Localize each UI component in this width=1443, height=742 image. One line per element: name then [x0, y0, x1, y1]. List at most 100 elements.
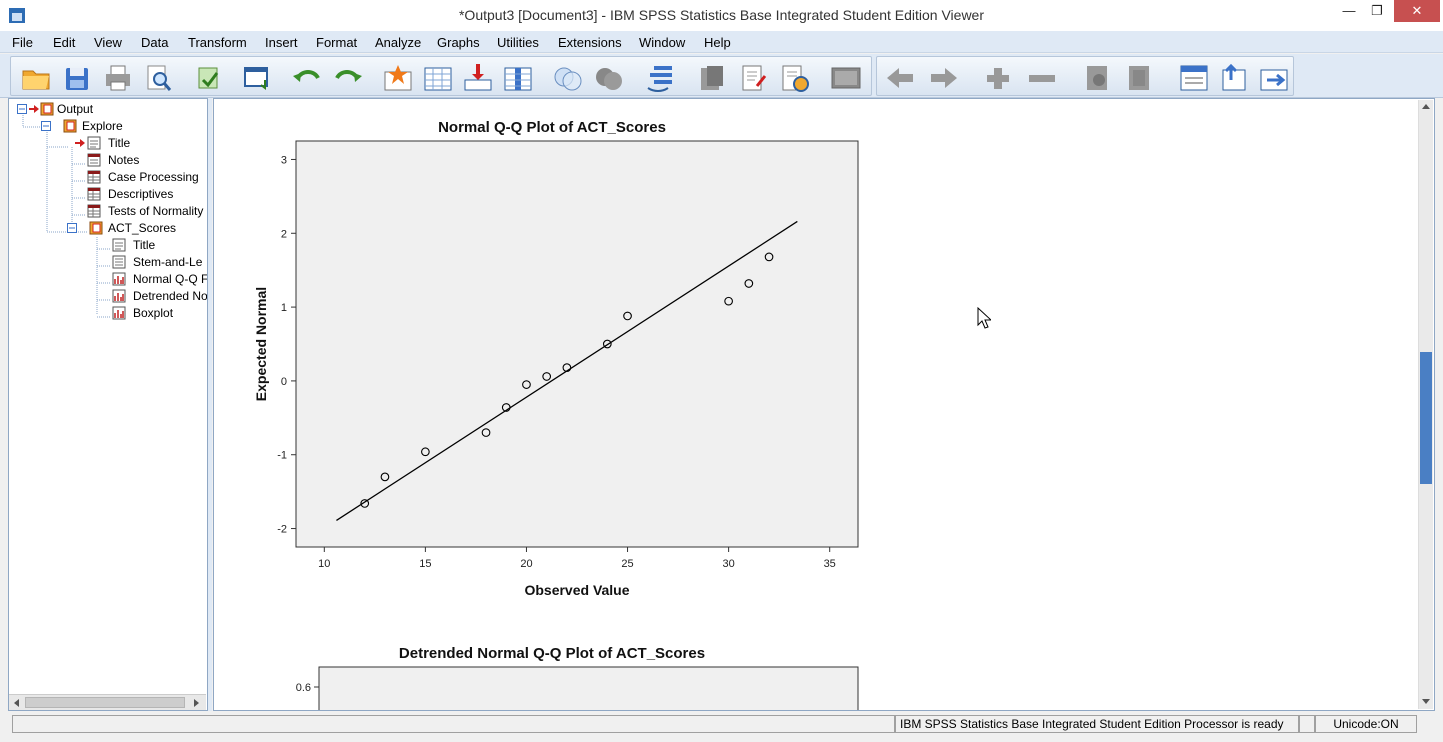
y-tick-label: 3 — [281, 154, 287, 166]
menu-extensions[interactable]: Extensions — [558, 35, 622, 50]
chart-icon — [112, 289, 126, 303]
insert-output-icon[interactable] — [461, 62, 495, 94]
title-icon — [112, 238, 126, 252]
tree-item-stem-and-leaf[interactable]: Stem-and-Le — [112, 254, 207, 271]
spss-app-icon[interactable] — [8, 7, 26, 24]
hide-icon[interactable] — [1123, 62, 1157, 94]
show-all-variables-icon[interactable] — [644, 62, 678, 94]
outline-tree-lines — [22, 113, 111, 318]
data-point — [542, 372, 552, 381]
menu-insert[interactable]: Insert — [265, 35, 298, 50]
close-button[interactable]: ✕ — [1394, 0, 1440, 22]
menu-window[interactable]: Window — [639, 35, 686, 50]
tree-item-label: ACT_Scores — [108, 221, 177, 235]
collapse-icon[interactable] — [1025, 62, 1059, 94]
tree-item-case-processing[interactable]: Case Processing — [87, 169, 207, 186]
tree-item-normal-qq[interactable]: Normal Q-Q F — [112, 271, 207, 288]
insert-new-text-icon[interactable] — [1257, 62, 1291, 94]
menu-data[interactable]: Data — [141, 35, 169, 50]
x-tick-label: 10 — [318, 558, 330, 570]
menu-help[interactable]: Help — [704, 35, 731, 50]
menu-edit[interactable]: Edit — [53, 35, 76, 50]
open-folder-icon[interactable] — [19, 62, 53, 94]
redo-icon[interactable] — [331, 62, 365, 94]
output-outline-pane: Output Explore Title Notes Case Processi… — [8, 98, 208, 711]
menu-utilities[interactable]: Utilities — [497, 35, 539, 50]
tree-item-title-2[interactable]: Title — [112, 237, 207, 254]
variables-icon[interactable] — [501, 62, 535, 94]
insert-new-heading-icon[interactable] — [1177, 62, 1211, 94]
title-bar: *Output3 [Document3] - IBM SPSS Statisti… — [0, 0, 1443, 31]
insert-heading-icon[interactable] — [829, 62, 863, 94]
menu-transform[interactable]: Transform — [188, 35, 247, 50]
tree-item-label: Detrended No — [133, 289, 207, 303]
goto-variable-icon[interactable] — [421, 62, 455, 94]
tree-item-boxplot[interactable]: Boxplot — [112, 305, 207, 322]
table-icon — [87, 170, 101, 184]
print-icon[interactable] — [101, 62, 135, 94]
content-vertical-scrollbar[interactable] — [1418, 100, 1433, 709]
x-tick-label: 15 — [419, 558, 431, 570]
tree-item-title[interactable]: Title — [75, 135, 207, 152]
current-item-arrow-icon — [29, 105, 39, 113]
collapse-toggle-icon[interactable] — [41, 121, 51, 131]
procedure-book-icon — [63, 119, 77, 133]
outline-horizontal-scrollbar[interactable] — [9, 694, 206, 710]
collapse-toggle-icon[interactable] — [17, 104, 27, 114]
tree-item-label: Explore — [82, 119, 123, 133]
arrow-right-icon[interactable] — [927, 62, 961, 94]
tree-item-tests-of-normality[interactable]: Tests of Normality — [87, 203, 207, 220]
output-content-pane: Normal Q-Q Plot of ACT_Scores 10 15 20 25 30… — [213, 98, 1435, 711]
menu-file[interactable]: File — [12, 35, 33, 50]
use-sets-icon[interactable] — [592, 62, 626, 94]
table-icon — [87, 187, 101, 201]
x-tick-label: 20 — [520, 558, 532, 570]
outline-scroll-thumb[interactable] — [25, 697, 185, 708]
tree-item-detrended-normal[interactable]: Detrended No — [112, 288, 207, 305]
save-icon[interactable] — [60, 62, 94, 94]
expand-icon[interactable] — [981, 62, 1015, 94]
detrended-qq-plot[interactable]: 0.6 — [244, 661, 874, 711]
tree-item-output[interactable]: Output — [17, 101, 207, 118]
normal-qq-plot[interactable]: 10 15 20 25 30 35 -2 -1 0 1 2 3 Observed Value Expect… — [244, 135, 874, 605]
tree-item-explore[interactable]: Explore — [41, 118, 207, 135]
menu-graphs[interactable]: Graphs — [437, 35, 480, 50]
demote-icon[interactable] — [777, 62, 811, 94]
tree-item-descriptives[interactable]: Descriptives — [87, 186, 207, 203]
tree-item-act-scores[interactable]: ACT_Scores — [67, 220, 207, 237]
data-point — [421, 447, 430, 457]
menu-view[interactable]: View — [94, 35, 122, 50]
scroll-right-icon[interactable] — [190, 697, 202, 709]
y-tick-label: 0 — [281, 376, 287, 388]
promote-icon[interactable] — [737, 62, 771, 94]
undo-icon[interactable] — [290, 62, 324, 94]
tree-item-label: Boxplot — [133, 306, 174, 320]
chart-icon — [112, 272, 126, 286]
show-icon[interactable] — [1081, 62, 1115, 94]
scroll-up-icon[interactable] — [1421, 102, 1431, 112]
status-message-cell — [12, 715, 895, 733]
print-preview-icon[interactable] — [141, 62, 175, 94]
value-labels-icon[interactable] — [551, 62, 585, 94]
menu-format[interactable]: Format — [316, 35, 358, 50]
insert-new-title-icon[interactable] — [1217, 62, 1251, 94]
recall-dialog-icon[interactable] — [241, 62, 275, 94]
text-icon — [112, 255, 126, 269]
output-book-icon — [40, 102, 54, 116]
arrow-left-icon[interactable] — [883, 62, 917, 94]
menu-analyze[interactable]: Analyze — [375, 35, 422, 50]
tree-item-notes[interactable]: Notes — [87, 152, 207, 169]
designate-window-icon[interactable] — [695, 62, 729, 94]
goto-case-icon[interactable] — [381, 62, 415, 94]
scroll-down-icon[interactable] — [1421, 696, 1431, 706]
export-icon[interactable] — [191, 62, 225, 94]
collapse-toggle-icon[interactable] — [67, 223, 77, 233]
notes-icon — [87, 153, 101, 167]
toolbar-group-outline — [876, 56, 1294, 96]
content-scroll-thumb[interactable] — [1420, 352, 1432, 484]
pane-splitter[interactable] — [208, 98, 212, 711]
minimize-button[interactable]: — — [1342, 3, 1356, 18]
maximize-button[interactable]: ❐ — [1371, 3, 1383, 18]
scroll-left-icon[interactable] — [11, 697, 23, 709]
unicode-status: Unicode:ON — [1315, 715, 1417, 733]
